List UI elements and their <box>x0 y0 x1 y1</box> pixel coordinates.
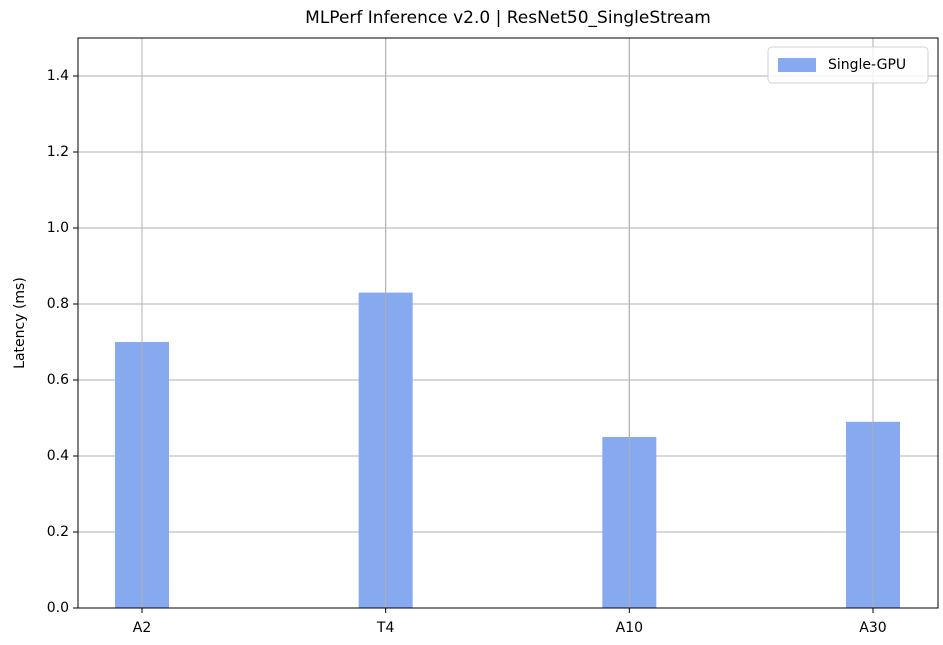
x-tick-label: T4 <box>376 620 395 636</box>
y-tick-label: 0.4 <box>47 448 69 464</box>
chart-title: MLPerf Inference v2.0 | ResNet50_SingleS… <box>305 8 711 28</box>
legend-label: Single-GPU <box>828 57 906 73</box>
y-tick-label: 1.4 <box>47 68 69 84</box>
y-tick-label: 1.2 <box>47 144 69 160</box>
y-tick-label: 0.2 <box>47 524 69 540</box>
x-tick-label: A10 <box>616 620 643 636</box>
x-tick-label: A2 <box>133 620 151 636</box>
y-tick-label: 0.0 <box>47 600 69 616</box>
x-tick-label: A30 <box>859 620 886 636</box>
y-tick-label: 0.6 <box>47 372 69 388</box>
legend-box <box>767 46 929 84</box>
y-tick-label: 0.8 <box>47 296 69 312</box>
legend-swatch <box>778 58 816 72</box>
y-axis-label: Latency (ms) <box>12 277 28 369</box>
y-tick-label: 1.0 <box>47 220 69 236</box>
plot-frame <box>77 37 939 609</box>
